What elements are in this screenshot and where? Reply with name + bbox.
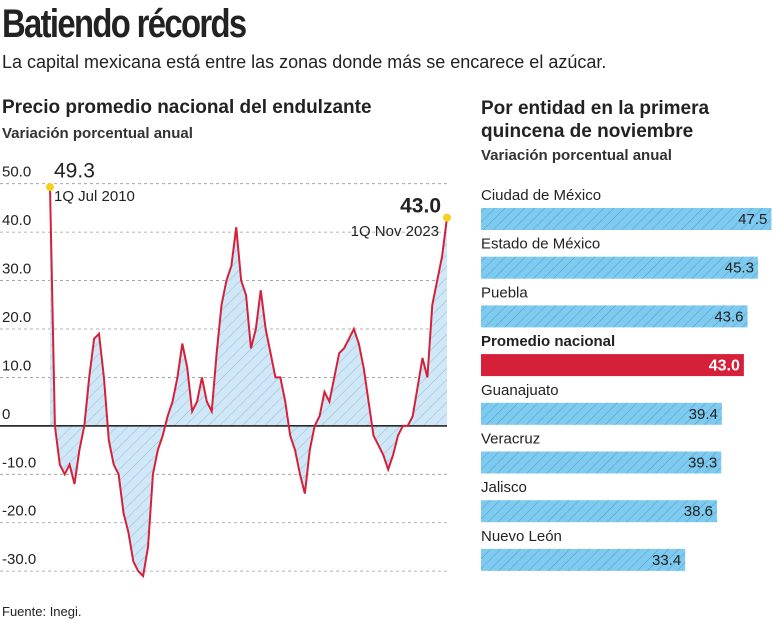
value-label: 33.4 bbox=[652, 552, 681, 569]
source: Fuente: Inegi. bbox=[2, 604, 82, 619]
category-label: Ciudad de México bbox=[481, 187, 601, 204]
bar-hatch bbox=[481, 548, 686, 571]
category-label: Promedio nacional bbox=[481, 333, 615, 350]
y-tick-label: 20.0 bbox=[2, 309, 31, 326]
value-label: 45.3 bbox=[725, 260, 754, 277]
bar-hatch bbox=[481, 451, 722, 474]
y-tick-label: 10.0 bbox=[2, 357, 31, 374]
annotation: 1Q Nov 2023 bbox=[351, 223, 439, 240]
category-label: Jalisco bbox=[481, 479, 527, 496]
value-label: 43.0 bbox=[709, 357, 740, 374]
highlight-dot bbox=[46, 183, 54, 192]
highlight-dot bbox=[443, 213, 451, 222]
bar-hatch bbox=[481, 305, 748, 328]
y-tick-label: 30.0 bbox=[2, 261, 31, 278]
chart-subtitle: Variación porcentual anual bbox=[2, 125, 193, 142]
bar-hatch bbox=[481, 208, 772, 230]
bar-hatch bbox=[481, 500, 717, 523]
title: Batiendo récords bbox=[2, 2, 247, 46]
y-tick-label: 0 bbox=[2, 406, 10, 423]
chart-title: Precio promedio nacional del endulzante bbox=[2, 97, 372, 118]
y-tick-label: -10.0 bbox=[2, 454, 36, 471]
value-label: 49.3 bbox=[54, 160, 95, 183]
category-label: Veracruz bbox=[481, 430, 540, 447]
chart-title: Por entidad en la primera quincena de no… bbox=[481, 98, 710, 142]
value-label: 43.0 bbox=[400, 195, 441, 218]
chart-subtitle: Variación porcentual anual bbox=[481, 147, 672, 164]
line bbox=[49, 187, 448, 579]
category-label: Puebla bbox=[481, 284, 528, 301]
value-label: 39.3 bbox=[688, 454, 717, 471]
bar-hatch bbox=[481, 256, 758, 279]
value-label: 39.4 bbox=[689, 406, 718, 423]
y-tick-label: 40.0 bbox=[2, 212, 31, 229]
y-tick-label: 50.0 bbox=[2, 164, 31, 181]
category-label: Nuevo León bbox=[481, 528, 562, 545]
annotation: 1Q Jul 2010 bbox=[54, 188, 135, 205]
bar-hatch bbox=[481, 402, 722, 425]
category-label: Estado de México bbox=[481, 236, 600, 253]
y-tick-label: -30.0 bbox=[2, 551, 36, 568]
area-hatch bbox=[50, 187, 447, 577]
y-tick-label: -20.0 bbox=[2, 503, 36, 520]
bar bbox=[481, 354, 744, 377]
subtitle: La capital mexicana está entre las zonas… bbox=[2, 52, 607, 72]
value-label: 43.6 bbox=[714, 308, 743, 325]
value-label: 38.6 bbox=[684, 503, 713, 520]
value-label: 47.5 bbox=[738, 211, 767, 228]
category-label: Guanajuato bbox=[481, 382, 559, 399]
